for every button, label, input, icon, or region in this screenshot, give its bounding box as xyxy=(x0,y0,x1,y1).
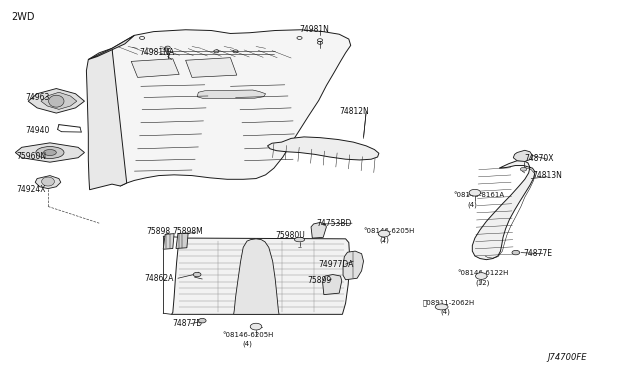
Polygon shape xyxy=(15,143,84,162)
Text: 75898: 75898 xyxy=(146,227,170,236)
Text: 75899: 75899 xyxy=(307,276,332,285)
Text: 74963: 74963 xyxy=(26,93,50,102)
Polygon shape xyxy=(343,251,364,280)
Text: 75898M: 75898M xyxy=(173,227,204,236)
Text: 74977DA: 74977DA xyxy=(319,260,354,269)
Text: °08146-6205H: °08146-6205H xyxy=(364,228,415,234)
Polygon shape xyxy=(472,161,535,260)
Polygon shape xyxy=(172,238,349,314)
Ellipse shape xyxy=(512,250,520,255)
Text: °08146-6122H: °08146-6122H xyxy=(458,270,509,276)
Text: 74862A: 74862A xyxy=(144,274,173,283)
Text: 74981NA: 74981NA xyxy=(140,48,175,57)
Text: 74812N: 74812N xyxy=(339,107,369,116)
Text: (12): (12) xyxy=(475,279,489,286)
Circle shape xyxy=(476,273,487,279)
Polygon shape xyxy=(234,239,279,314)
Ellipse shape xyxy=(44,150,56,155)
Text: ⒩08911-2062H: ⒩08911-2062H xyxy=(422,300,475,307)
Ellipse shape xyxy=(198,318,206,323)
Polygon shape xyxy=(513,150,532,161)
Text: °08146-6205H: °08146-6205H xyxy=(223,332,274,338)
Text: 74813N: 74813N xyxy=(532,171,563,180)
Ellipse shape xyxy=(294,237,305,242)
Text: 75960N: 75960N xyxy=(16,152,46,161)
Circle shape xyxy=(378,230,390,237)
Ellipse shape xyxy=(49,95,64,107)
Text: 74981N: 74981N xyxy=(300,25,330,33)
Circle shape xyxy=(250,323,262,330)
Text: 75980U: 75980U xyxy=(275,231,305,240)
Text: °08146-8161A: °08146-8161A xyxy=(453,192,504,198)
Text: 74877D: 74877D xyxy=(173,319,203,328)
Text: (2): (2) xyxy=(379,237,388,243)
Text: (4): (4) xyxy=(467,201,477,208)
Polygon shape xyxy=(186,58,237,77)
Text: 74924X: 74924X xyxy=(16,185,45,194)
Ellipse shape xyxy=(435,304,448,310)
Polygon shape xyxy=(35,176,61,189)
Text: 74870X: 74870X xyxy=(525,154,554,163)
Text: (4): (4) xyxy=(440,308,450,315)
Ellipse shape xyxy=(36,147,64,158)
Polygon shape xyxy=(268,137,379,160)
Polygon shape xyxy=(86,48,127,190)
Text: 2WD: 2WD xyxy=(12,12,35,22)
Polygon shape xyxy=(28,89,84,113)
Polygon shape xyxy=(197,90,266,99)
Polygon shape xyxy=(131,59,179,77)
Text: 74940: 74940 xyxy=(26,126,50,135)
Polygon shape xyxy=(88,35,134,60)
Ellipse shape xyxy=(42,177,54,186)
Polygon shape xyxy=(109,30,351,186)
Polygon shape xyxy=(311,222,326,238)
Polygon shape xyxy=(323,275,342,295)
Text: 74877E: 74877E xyxy=(524,249,552,258)
Text: (4): (4) xyxy=(242,340,252,347)
Polygon shape xyxy=(176,233,188,248)
Ellipse shape xyxy=(520,167,527,171)
Polygon shape xyxy=(41,92,77,109)
Polygon shape xyxy=(163,234,174,249)
Text: 74753BD: 74753BD xyxy=(317,219,352,228)
Text: J74700FE: J74700FE xyxy=(547,353,587,362)
Ellipse shape xyxy=(193,272,201,277)
Circle shape xyxy=(469,189,481,196)
